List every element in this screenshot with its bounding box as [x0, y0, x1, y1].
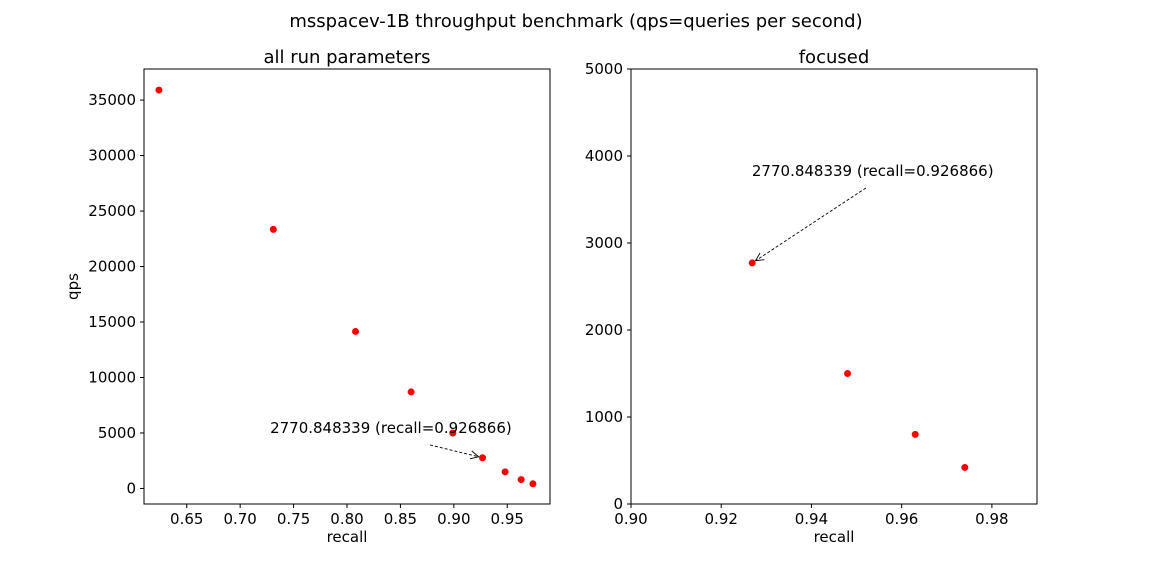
chart0-ylabel: qps: [64, 273, 82, 300]
chart0-data-point: [352, 327, 360, 335]
chart1-ytick-label: 1000: [585, 408, 623, 426]
chart0-title: all run parameters: [263, 47, 430, 68]
chart1-data-point: [961, 463, 969, 471]
chart0-xlabel: recall: [327, 528, 368, 546]
chart1-annotation-arrowhead: [754, 252, 765, 262]
chart1-xlabel: recall: [814, 528, 855, 546]
chart0-data-point: [155, 86, 163, 94]
chart0-annotation-arrow: [429, 444, 479, 458]
chart1-title: focused: [799, 47, 870, 68]
chart0-ytick-label: 10000: [88, 368, 136, 386]
chart1-ytick-label: 2000: [585, 321, 623, 339]
chart1-xtick-label: 0.98: [975, 510, 1008, 528]
chart0-data-point: [517, 476, 525, 484]
chart0-annotation-text: 2770.848339 (recall=0.926866): [270, 419, 512, 437]
chart0-xtick-label: 0.85: [384, 510, 417, 528]
chart0-xtick-label: 0.65: [170, 510, 203, 528]
chart0-xtick-label: 0.80: [330, 510, 363, 528]
chart1-data-point: [911, 430, 919, 438]
chart0-data-point: [449, 429, 457, 437]
chart0-ytick-label: 20000: [88, 258, 136, 276]
chart0-ytick-label: 5000: [98, 424, 136, 442]
chart1-ytick-label: 3000: [585, 234, 623, 252]
chart1-xtick-label: 0.94: [795, 510, 828, 528]
chart0-xtick-label: 0.70: [223, 510, 256, 528]
chart1-annotation-text: 2770.848339 (recall=0.926866): [752, 162, 994, 180]
chart0-data-point: [269, 225, 277, 233]
chart0-ytick-label: 25000: [88, 202, 136, 220]
chart1-xtick-label: 0.90: [614, 510, 647, 528]
chart0-xtick-label: 0.95: [491, 510, 524, 528]
chart0-ytick-label: 0: [126, 479, 136, 497]
chart1-plot-frame: [630, 68, 1038, 505]
chart0-data-point: [407, 388, 415, 396]
chart1-annotation-arrow: [755, 187, 867, 262]
chart1-xtick-label: 0.92: [705, 510, 738, 528]
chart0-data-point: [479, 454, 487, 462]
chart0-annotation-arrowhead: [469, 450, 480, 460]
chart0-xtick-label: 0.75: [277, 510, 310, 528]
chart1-xtick-label: 0.96: [885, 510, 918, 528]
chart1-ytick-label: 4000: [585, 147, 623, 165]
chart0-ytick-label: 15000: [88, 313, 136, 331]
chart-focused: focused 0.90 0.92 0.94 0.96 0.98 0 1000 2000 3000…: [585, 47, 1038, 546]
chart1-ytick-label: 0: [613, 495, 623, 513]
chart0-ytick-label: 30000: [88, 147, 136, 165]
chart0-ytick-label: 35000: [88, 91, 136, 109]
chart1-data-point: [844, 370, 852, 377]
chart1-data-point: [748, 259, 756, 267]
chart-all-run-parameters: all run parameters 0.65 0.70 0.75 0.80 0.85 0.…: [64, 47, 551, 546]
chart1-ytick-label: 5000: [585, 60, 623, 78]
chart0-xtick-label: 0.90: [437, 510, 470, 528]
chart0-data-point: [501, 468, 509, 476]
chart0-data-point: [529, 480, 537, 488]
chart0-plot-frame: [143, 68, 551, 505]
figure-suptitle: msspacev-1B throughput benchmark (qps=qu…: [289, 11, 862, 32]
